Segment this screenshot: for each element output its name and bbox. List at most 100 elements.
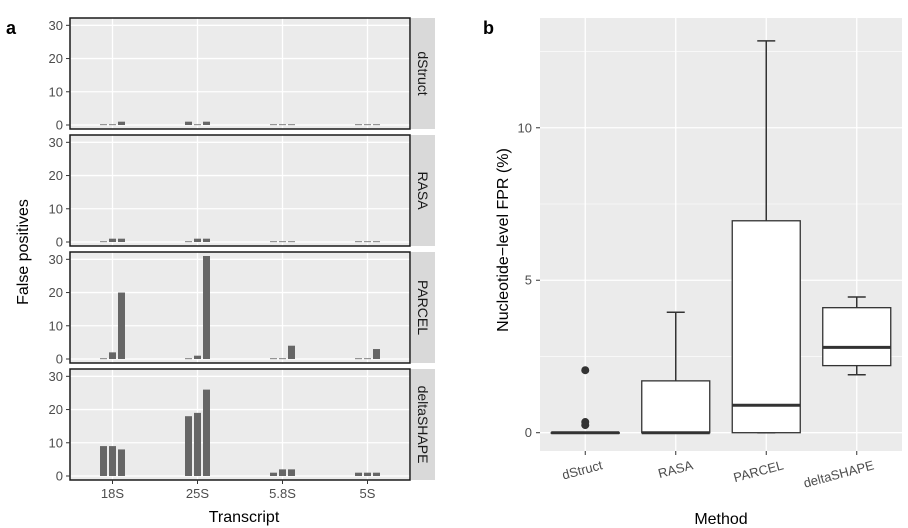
y-tick-label: 0: [56, 235, 63, 250]
panel-b-y-ticks: 0 5 10: [518, 120, 540, 440]
x-tick-label: deltaSHAPE: [802, 457, 876, 490]
bar-parcel-5s: [373, 349, 380, 359]
panel-a-letter: a: [6, 18, 17, 38]
bar-dstruct-18s: [109, 124, 116, 126]
panel-b: b 0 5 10 dStruct RASA PARCEL deltaSHAPE Metho…: [483, 18, 902, 528]
panel-b-plot-background: [540, 18, 902, 451]
y-tick-label: 0: [56, 352, 63, 367]
box-rasa: [641, 311, 711, 435]
facet-strip-label: deltaSHAPE: [415, 386, 431, 464]
bar-rasa-5s: [355, 241, 362, 243]
x-tick-label: 25S: [186, 486, 209, 501]
bar-deltashape-25s: [185, 416, 192, 476]
y-tick-label: 0: [56, 118, 63, 133]
bar-dstruct-5s: [373, 124, 380, 126]
bar-dstruct-5s: [364, 124, 371, 126]
bar-parcel-25s: [203, 256, 210, 359]
bar-parcel-5s: [364, 358, 371, 360]
bar-parcel-25s: [194, 355, 201, 359]
bar-rasa-18s: [109, 238, 116, 242]
y-tick-label: 30: [49, 252, 63, 267]
facet-border: [69, 251, 411, 364]
x-tick-label: PARCEL: [732, 457, 785, 485]
bar-parcel-18s: [118, 292, 125, 359]
y-tick-label: 20: [49, 51, 63, 66]
bar-rasa-18s: [100, 241, 107, 243]
facet-strip: [411, 252, 435, 363]
facet-strip: [411, 369, 435, 480]
box-dstruct: [550, 366, 620, 435]
box-deltashape: [822, 296, 892, 376]
y-tick-label: 20: [49, 402, 63, 417]
bar-rasa-5-8s: [270, 241, 277, 243]
y-tick-label: 10: [49, 201, 63, 216]
bar-deltashape-25s: [203, 389, 210, 476]
bar-dstruct-25s: [203, 121, 210, 125]
facet-dstruct: dStruct 0 10 20 30: [49, 17, 435, 133]
panel-b-letter: b: [483, 18, 494, 38]
y-tick-label: 10: [49, 84, 63, 99]
bar-dstruct-18s: [118, 121, 125, 125]
facet-background: [70, 252, 410, 363]
x-tick-label: 18S: [101, 486, 124, 501]
bar-deltashape-5-8s: [288, 469, 295, 476]
y-tick-label: 10: [49, 318, 63, 333]
bar-parcel-5-8s: [288, 345, 295, 359]
x-tick-label: 5.8S: [269, 486, 296, 501]
x-tick-label: dStruct: [560, 457, 604, 482]
box-parcel: [731, 40, 801, 434]
bar-deltashape-5s: [355, 472, 362, 476]
facet-parcel: PARCEL 0 10 20 30: [49, 251, 435, 367]
x-tick-label: 5S: [360, 486, 376, 501]
facet-deltashape: deltaSHAPE 0 10 20 30: [49, 368, 435, 484]
bar-parcel-18s: [109, 352, 116, 359]
facet-border: [69, 368, 411, 481]
y-tick-label: 20: [49, 285, 63, 300]
bar-dstruct-5-8s: [270, 124, 277, 126]
bar-dstruct-25s: [185, 121, 192, 125]
panel-b-x-ticks: dStruct RASA PARCEL deltaSHAPE: [560, 451, 876, 491]
box-iqr: [731, 220, 801, 434]
bar-parcel-5s: [355, 358, 362, 360]
y-tick-label: 30: [49, 135, 63, 150]
panel-b-y-axis-title: Nucleotide−level FPR (%): [495, 148, 512, 332]
box-iqr: [641, 380, 711, 434]
panel-b-boxes: [550, 40, 892, 435]
bar-dstruct-18s: [100, 124, 107, 126]
bar-deltashape-5-8s: [279, 469, 286, 476]
y-tick-label: 0: [56, 469, 63, 484]
facet-rasa: RASA 0 10 20 30: [49, 134, 435, 250]
bar-deltashape-5s: [364, 472, 371, 476]
outlier-point: [581, 418, 590, 427]
bar-rasa-25s: [185, 241, 192, 243]
outlier-point: [581, 366, 590, 375]
panel-a-x-ticks: 18S 25S 5.8S 5S: [101, 480, 376, 501]
y-tick-label: 30: [49, 18, 63, 33]
facet-strip-label: dStruct: [415, 51, 431, 95]
bar-dstruct-25s: [194, 124, 201, 126]
facet-strip: [411, 135, 435, 246]
facet-strip-label: PARCEL: [415, 280, 431, 335]
bar-deltashape-5-8s: [270, 472, 277, 476]
bar-dstruct-5s: [355, 124, 362, 126]
facet-strip-label: RASA: [415, 171, 431, 210]
facet-border: [69, 17, 411, 130]
bar-rasa-5-8s: [288, 241, 295, 243]
facet-panels: dStruct 0 10 20 30 RASA 0 10 20 30 PARCEL 0 10 20 30 de…: [49, 17, 435, 484]
bar-parcel-5-8s: [270, 358, 277, 360]
panel-b-x-axis-title: Method: [694, 511, 747, 528]
bar-rasa-18s: [118, 238, 125, 242]
bar-rasa-5s: [373, 241, 380, 243]
facet-border: [69, 134, 411, 247]
facet-background: [70, 135, 410, 246]
bar-parcel-5-8s: [279, 358, 286, 360]
bar-rasa-25s: [203, 238, 210, 242]
panel-a: a dStruct 0 10 20 30 RASA 0 10 20 30 PARCEL 0 10 20 30…: [6, 17, 435, 526]
y-tick-label: 10: [518, 120, 532, 135]
y-tick-label: 0: [525, 425, 532, 440]
y-tick-label: 5: [525, 273, 532, 288]
bar-deltashape-18s: [109, 446, 116, 476]
x-tick-label: RASA: [656, 457, 694, 481]
box-iqr: [822, 307, 892, 367]
